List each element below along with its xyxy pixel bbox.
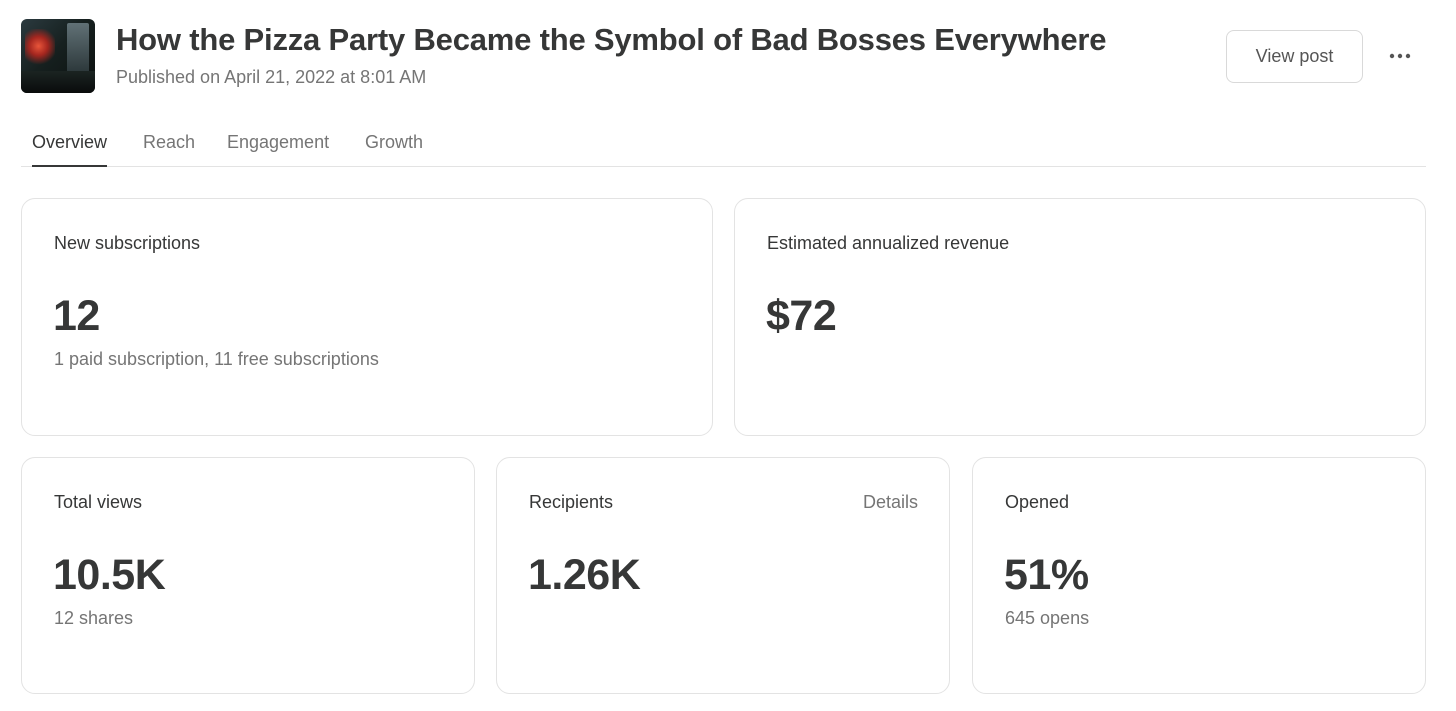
recipients-label: Recipients: [529, 492, 614, 512]
recipients-card: Recipients Details 1.26K: [496, 457, 950, 694]
published-date: Published on April 21, 2022 at 8:01 AM: [116, 67, 427, 87]
recipients-value: 1.26K: [528, 551, 641, 599]
opened-label: Opened: [1005, 492, 1070, 512]
opened-card: Opened 51% 645 opens: [972, 457, 1426, 694]
tab-engagement[interactable]: Engagement: [227, 132, 330, 152]
street-sign: [67, 23, 89, 75]
new-subscriptions-label: New subscriptions: [54, 233, 201, 253]
post-thumbnail: [21, 19, 95, 93]
neon-sign-glow: [25, 29, 55, 67]
recipients-details-link[interactable]: Details: [862, 492, 918, 512]
tab-growth[interactable]: Growth: [365, 132, 424, 152]
opens-count: 645 opens: [1005, 608, 1090, 628]
view-post-button[interactable]: View post: [1226, 30, 1363, 83]
new-subscriptions-value: 12: [53, 292, 100, 340]
total-views-value: 10.5K: [53, 551, 166, 599]
stats-tabs: Overview Reach Engagement Growth: [21, 120, 1426, 167]
total-views-label: Total views: [54, 492, 143, 512]
new-subscriptions-card: New subscriptions 12 1 paid subscription…: [21, 198, 713, 436]
shares-count: 12 shares: [54, 608, 134, 628]
more-horizontal-icon: [1389, 53, 1411, 59]
tab-overview[interactable]: Overview: [32, 132, 108, 167]
revenue-label: Estimated annualized revenue: [767, 233, 1010, 253]
opened-value: 51%: [1004, 551, 1089, 599]
street-shadow: [21, 71, 95, 93]
revenue-value: $72: [766, 292, 837, 340]
post-title: How the Pizza Party Became the Symbol of…: [116, 22, 1107, 57]
revenue-card: Estimated annualized revenue $72: [734, 198, 1426, 436]
more-options-button[interactable]: [1380, 36, 1420, 76]
new-subscriptions-breakdown: 1 paid subscription, 11 free subscriptio…: [54, 349, 379, 369]
total-views-card: Total views 10.5K 12 shares: [21, 457, 475, 694]
tab-reach[interactable]: Reach: [143, 132, 196, 152]
